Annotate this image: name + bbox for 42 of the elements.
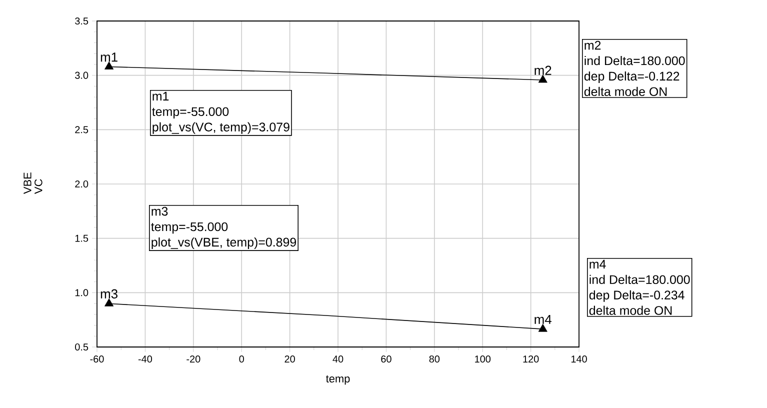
y-tick-label: 1.0 xyxy=(75,289,88,296)
text: ind Delta=180.000 xyxy=(584,56,685,66)
x-tick-label: -60 xyxy=(90,356,104,363)
x-tick-label: 140 xyxy=(571,356,587,363)
text: ind Delta=180.000 xyxy=(590,274,690,284)
x-tick-label: -20 xyxy=(186,356,200,363)
point xyxy=(104,298,114,306)
y-tick-label: 2.0 xyxy=(75,180,88,188)
y-tick-label: 0.5 xyxy=(75,343,88,351)
y-tick-label: 3.5 xyxy=(75,17,88,25)
point xyxy=(104,62,114,70)
y-tick-label: 1.5 xyxy=(75,234,88,242)
y-tick-label: 2.5 xyxy=(75,126,88,134)
x-tick-label: 20 xyxy=(284,356,295,363)
x-tick-label: 40 xyxy=(332,356,344,363)
annotation: temp=-55.000 xyxy=(152,107,229,118)
x-axis-title: temp xyxy=(326,375,350,385)
x-tick-label: 100 xyxy=(475,356,491,363)
annotation: plot_vs(VC, temp)=3.079 xyxy=(152,122,290,134)
text: dep Delta=-0.234 xyxy=(589,290,684,302)
series-label: m2 xyxy=(534,66,552,75)
series-label: m4 xyxy=(534,314,552,324)
text: m4 xyxy=(590,260,606,268)
y-axis-title: VBE VC xyxy=(24,172,42,194)
x-tick-label: 80 xyxy=(429,356,440,363)
text: dep Delta=-0.122 xyxy=(584,71,680,84)
annotation: plot_vs(VBE, temp)=0.899 xyxy=(152,237,296,250)
series-label: m1 xyxy=(100,52,118,62)
annotation: m3 xyxy=(152,206,168,216)
text: delta mode ON xyxy=(589,306,672,315)
text: m2 xyxy=(584,40,601,50)
x-tick-label: -40 xyxy=(138,356,152,363)
point xyxy=(538,324,548,332)
text: delta mode ON xyxy=(584,86,667,96)
x-tick-label: 120 xyxy=(523,356,539,363)
y-tick-label: 3.0 xyxy=(75,72,88,79)
series-label: m3 xyxy=(100,289,118,298)
point xyxy=(538,74,548,83)
annotation: temp=-55.000 xyxy=(151,222,228,234)
x-tick-label: 60 xyxy=(381,356,392,363)
annotation: m1 xyxy=(152,92,169,100)
x-tick-label: 0 xyxy=(239,356,244,363)
